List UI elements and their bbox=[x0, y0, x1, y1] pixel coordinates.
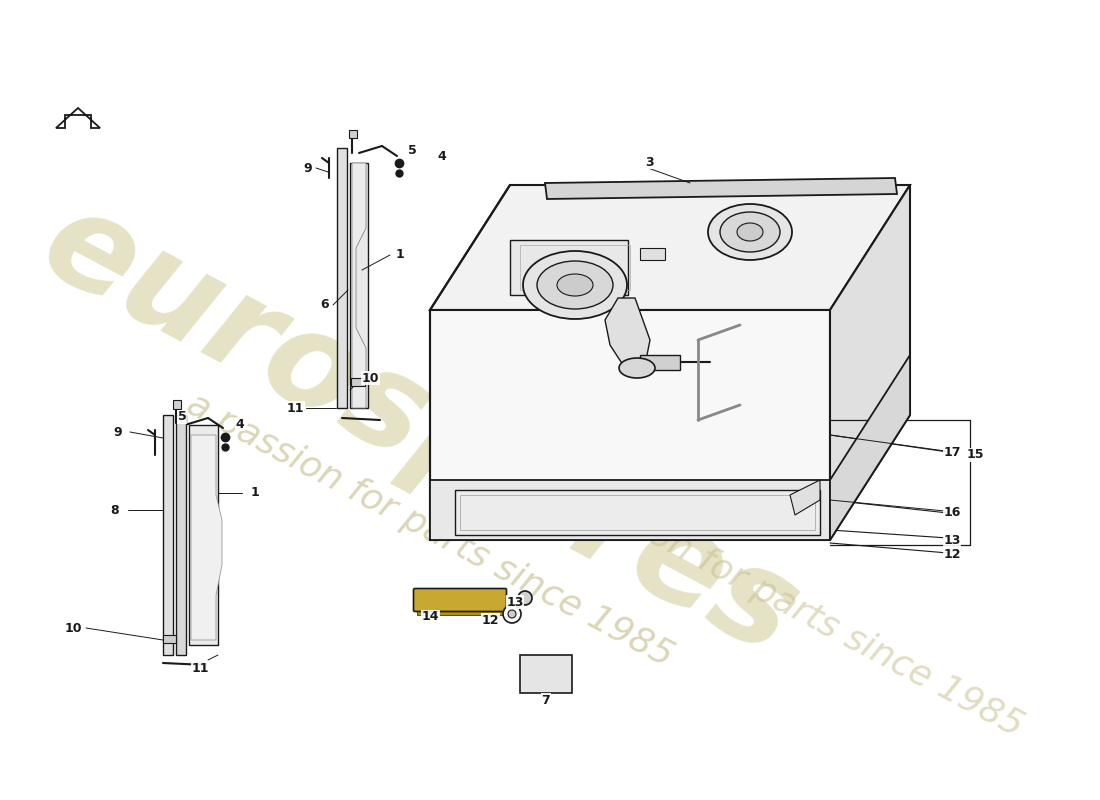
Ellipse shape bbox=[737, 223, 763, 241]
Text: 10: 10 bbox=[64, 622, 81, 634]
Text: 3: 3 bbox=[646, 155, 654, 169]
Ellipse shape bbox=[503, 605, 521, 623]
Polygon shape bbox=[520, 655, 572, 693]
Ellipse shape bbox=[522, 251, 627, 319]
Ellipse shape bbox=[518, 591, 532, 605]
Polygon shape bbox=[417, 610, 507, 615]
Ellipse shape bbox=[619, 358, 654, 378]
Text: 12: 12 bbox=[944, 549, 960, 562]
Text: 1: 1 bbox=[396, 249, 405, 262]
Text: 14: 14 bbox=[421, 610, 439, 623]
Polygon shape bbox=[351, 378, 365, 386]
FancyBboxPatch shape bbox=[414, 589, 506, 611]
Polygon shape bbox=[163, 415, 173, 655]
Text: 6: 6 bbox=[321, 298, 329, 311]
Ellipse shape bbox=[537, 261, 613, 309]
Polygon shape bbox=[176, 415, 186, 655]
Polygon shape bbox=[163, 635, 176, 643]
Polygon shape bbox=[189, 425, 218, 645]
Text: eurospares: eurospares bbox=[22, 178, 818, 682]
Text: 5: 5 bbox=[408, 143, 417, 157]
Text: 15: 15 bbox=[966, 449, 983, 462]
Text: 4: 4 bbox=[438, 150, 447, 162]
Text: 13: 13 bbox=[944, 534, 960, 546]
Text: 8: 8 bbox=[111, 503, 119, 517]
Polygon shape bbox=[510, 240, 628, 295]
Text: 5: 5 bbox=[177, 410, 186, 423]
Text: 9: 9 bbox=[113, 426, 122, 438]
Polygon shape bbox=[640, 355, 680, 370]
Text: 11: 11 bbox=[191, 662, 209, 674]
Polygon shape bbox=[455, 490, 820, 535]
Polygon shape bbox=[605, 298, 650, 368]
Text: 10: 10 bbox=[361, 371, 378, 385]
Text: 13: 13 bbox=[506, 595, 524, 609]
Text: a passion for parts since 1985: a passion for parts since 1985 bbox=[182, 387, 679, 673]
Polygon shape bbox=[352, 163, 366, 408]
Polygon shape bbox=[640, 248, 666, 260]
Polygon shape bbox=[830, 355, 910, 540]
Text: 16: 16 bbox=[944, 506, 960, 519]
Polygon shape bbox=[830, 185, 910, 540]
Ellipse shape bbox=[708, 204, 792, 260]
Polygon shape bbox=[173, 400, 182, 409]
Text: 4: 4 bbox=[235, 418, 244, 430]
Polygon shape bbox=[349, 130, 358, 138]
Ellipse shape bbox=[508, 610, 516, 618]
Text: 11: 11 bbox=[286, 402, 304, 414]
Polygon shape bbox=[790, 480, 820, 515]
Polygon shape bbox=[544, 178, 896, 199]
Text: 17: 17 bbox=[944, 446, 960, 458]
Polygon shape bbox=[191, 435, 222, 640]
Text: 9: 9 bbox=[304, 162, 312, 174]
Text: 12: 12 bbox=[482, 614, 498, 626]
Polygon shape bbox=[337, 148, 346, 408]
Polygon shape bbox=[350, 163, 368, 408]
Text: 7: 7 bbox=[541, 694, 550, 706]
Ellipse shape bbox=[720, 212, 780, 252]
Polygon shape bbox=[430, 480, 830, 540]
Polygon shape bbox=[430, 310, 830, 540]
Polygon shape bbox=[430, 185, 910, 310]
Text: a passion for parts since 1985: a passion for parts since 1985 bbox=[531, 457, 1028, 743]
Ellipse shape bbox=[557, 274, 593, 296]
Polygon shape bbox=[56, 108, 100, 128]
Text: 1: 1 bbox=[251, 486, 260, 499]
